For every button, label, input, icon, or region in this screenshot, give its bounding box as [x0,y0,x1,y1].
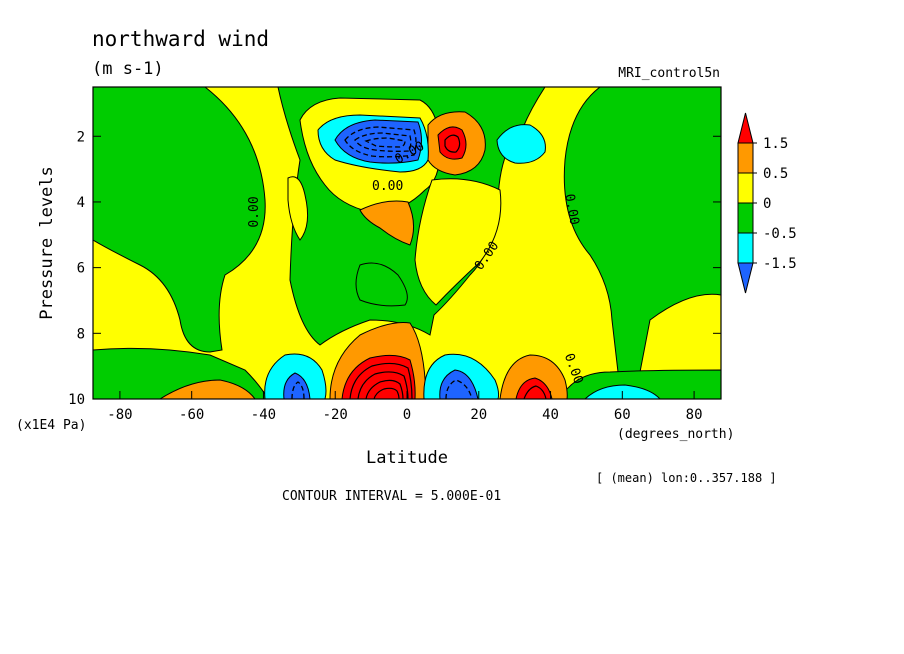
negative-contour-lines [291,126,473,399]
chart-title: northward wind [92,27,269,51]
x-tick-label: 40 [542,407,559,423]
region-orange-lower-right [499,354,568,399]
x-tick-label: -60 [179,407,204,423]
x-tick-label: 20 [470,407,487,423]
x-tick-label: -20 [323,407,348,423]
y-tick-label: 2 [77,129,85,145]
colorbar-label: 0.5 [763,166,788,182]
region-orange-mid [359,200,414,246]
region-red-upper [437,126,467,160]
y-axis-ticks: 2 4 6 8 10 [68,129,721,408]
y-axis-units: (x1E4 Pa) [16,418,86,433]
x-tick-label: 80 [686,407,703,423]
region-blue-lower-left [283,372,311,399]
plot-area: 0.00 0.00 0.00 0.00 0.00 0.00 -80 -60 -40-… [68,86,722,423]
colorbar-label: -1.5 [763,256,797,272]
colorbar: 1.5 0.5 0 -0.5 -1.5 [737,112,797,294]
colorbar-swatch [737,172,754,204]
contour-label: 0.00 [561,193,581,226]
region-orange-lower-left [159,379,256,399]
colorbar-swatch [737,202,754,234]
colorbar-label: 0 [763,196,771,212]
dataset-label: MRI_control5n [618,66,720,81]
region-nh-high-lat-negative [563,87,721,373]
region-mid-green-small [355,262,408,307]
x-axis-units: (degrees_north) [617,427,734,442]
x-tick-label: 0 [403,407,411,423]
y-tick-label: 10 [68,392,85,408]
region-yellow-left-lobe [287,176,309,241]
y-axis-label: Pressure levels [37,166,57,320]
region-yellow-eq-lower [414,178,502,306]
colorbar-label: -0.5 [763,226,797,242]
colorbar-label: 1.5 [763,136,788,152]
contour-label: 0.00 [372,179,403,194]
region-blue-lower-center [439,369,479,399]
x-tick-label: -40 [251,407,276,423]
y-tick-label: 8 [77,326,85,342]
colorbar-end-arrow [737,262,754,294]
colorbar-end-arrow [737,112,754,144]
colorbar-swatch [737,232,754,264]
contour-label: 0.00 [247,196,262,227]
units-label: (m s-1) [92,59,164,79]
colorbar-swatch [737,142,754,174]
region-blue-upper [334,119,422,164]
region-red-lower-center [341,354,416,399]
x-axis-ticks: -80 -60 -40 -20 0 20 40 60 80 [107,391,703,423]
y-tick-label: 4 [77,195,85,211]
averaging-note: [ (mean) lon:0..357.188 ] [596,471,777,485]
region-cyan-upper-right [496,124,546,164]
x-axis-label: Latitude [366,448,448,468]
positive-contour-lines [349,134,547,399]
contour-interval-note: CONTOUR INTERVAL = 5.000E-01 [282,489,501,504]
y-tick-label: 6 [77,261,85,277]
x-tick-label: 60 [614,407,631,423]
region-sh-high-lat-negative [93,87,266,353]
x-tick-label: -80 [107,407,132,423]
